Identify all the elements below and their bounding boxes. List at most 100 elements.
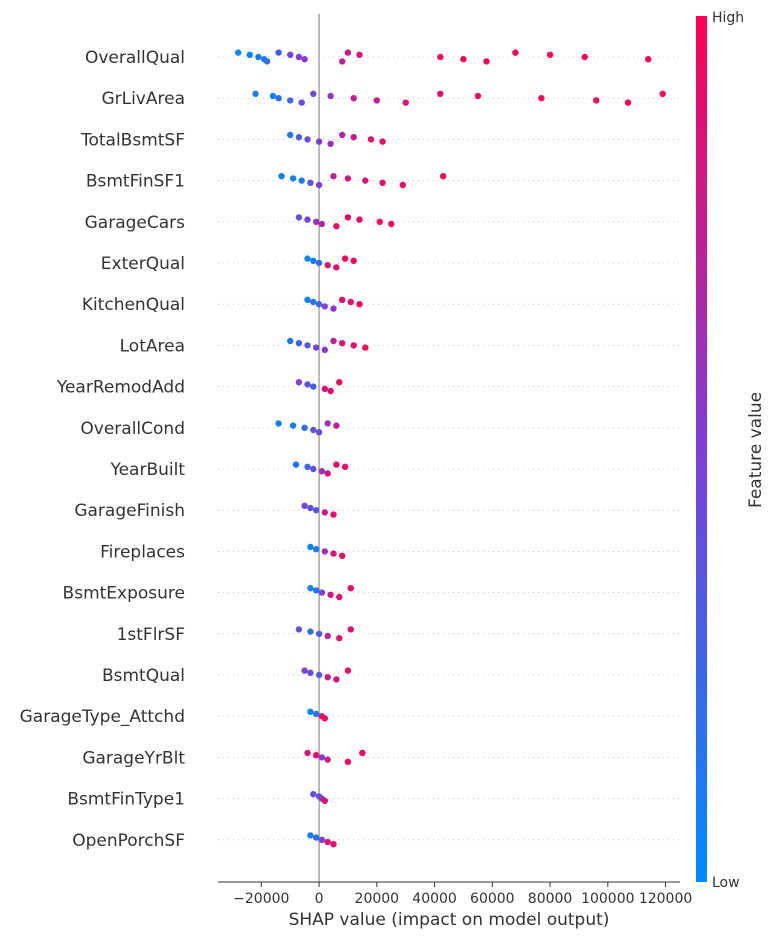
shap-point-grlivarea [624, 99, 632, 106]
shap-point-garagecars [356, 216, 363, 223]
shap-point-garageyrblt [324, 756, 331, 763]
shap-point-grlivarea [373, 97, 380, 104]
feature-label-grlivarea: GrLivArea [101, 89, 185, 109]
shap-point-bsmtfinsf1 [278, 173, 285, 180]
shap-point-bsmtqual [301, 667, 308, 674]
shap-point-overallcond [324, 420, 331, 427]
shap-point-kitchenqual [339, 296, 346, 303]
feature-label-fireplaces: Fireplaces [100, 542, 185, 562]
shap-point-bsmtexposure [318, 589, 326, 596]
shap-point-openporchsf [330, 841, 337, 848]
feature-label-bsmtqual: BsmtQual [102, 666, 185, 686]
shap-point-bsmtqual [315, 671, 323, 679]
shap-point-fireplaces [339, 552, 346, 559]
shap-point-bsmtexposure [347, 585, 354, 592]
shap-point-overallqual [275, 49, 282, 56]
feature-label-garageyrblt: GarageYrBlt [82, 748, 185, 768]
shap-point-yearremodadd [304, 381, 311, 388]
shap-point-totalbsmtsf [350, 134, 357, 141]
shap-point-bsmtfinsf1 [379, 179, 386, 186]
shap-point-grlivarea [350, 95, 357, 102]
shap-point-garagecars [304, 216, 311, 223]
feature-label-bsmtfinsf1: BsmtFinSF1 [86, 172, 185, 192]
shap-point-bsmtexposure [327, 591, 334, 598]
shap-point-totalbsmtsf [295, 134, 303, 141]
x-tick-label: 0 [315, 891, 324, 907]
shap-point-grlivarea [538, 95, 545, 102]
shap-point-garagecars [313, 218, 320, 225]
shap-point-overallqual [287, 51, 294, 58]
shap-point-overallqual [483, 58, 490, 65]
shap-point-overallqual [356, 51, 363, 58]
shap-point-bsmtfinsf1 [362, 177, 369, 184]
shap-point-overallcond [301, 424, 308, 431]
shap-point-garagefinish [301, 502, 308, 509]
shap-point-overallqual [645, 56, 652, 63]
feature-label-bsmtexposure: BsmtExposure [63, 584, 185, 604]
colorbar-high-label: High [712, 10, 744, 26]
shap-point-exterqual [315, 259, 323, 267]
feature-label-totalbsmtsf: TotalBsmtSF [80, 130, 185, 150]
shap-point-grlivarea [310, 90, 317, 98]
shap-point-garagefinish [330, 511, 337, 518]
feature-label-kitchenqual: KitchenQual [82, 295, 185, 315]
shap-point-overallqual [255, 53, 262, 61]
shap-point-yearbuilt [304, 463, 311, 470]
x-tick-label: −20000 [233, 891, 289, 907]
shap-point-exterqual [304, 255, 311, 262]
shap-point-kitchenqual [310, 298, 317, 306]
shap-point-overallqual [344, 49, 352, 56]
shap-point-bsmtfinsf1 [399, 181, 406, 189]
shap-point-grlivarea [269, 92, 277, 100]
shap-point-bsmtqual [333, 676, 340, 683]
shap-point-lotarea [362, 344, 369, 351]
shap-point-garagetype-attchd [307, 708, 314, 715]
shap-point-bsmtfinsf1 [330, 173, 337, 180]
shap-point-bsmtqual [324, 674, 331, 681]
shap-point-grlivarea [252, 90, 259, 98]
shap-point-overallqual [512, 49, 519, 56]
feature-label-yearbuilt: YearBuilt [109, 460, 185, 480]
shap-point-1stflrsf [347, 626, 354, 633]
shap-point-grlivarea [474, 92, 482, 100]
shap-point-totalbsmtsf [304, 136, 311, 143]
shap-point-1stflrsf [307, 628, 314, 635]
feature-label-lotarea: LotArea [120, 336, 185, 356]
shap-point-garageyrblt [318, 754, 326, 761]
shap-point-totalbsmtsf [287, 131, 294, 139]
shap-point-overallqual [339, 58, 346, 65]
shap-point-bsmtexposure [336, 593, 343, 601]
shap-point-exterqual [310, 257, 317, 264]
feature-label-1stflrsf: 1stFlrSF [117, 625, 185, 645]
shap-point-garagefinish [307, 504, 314, 512]
x-tick-label: 40000 [412, 891, 457, 907]
shap-point-yearremodadd [336, 379, 343, 386]
shap-point-garageyrblt [359, 749, 366, 757]
shap-point-fireplaces [330, 550, 337, 557]
shap-point-yearremodadd [295, 379, 303, 386]
shap-point-bsmtfinsf1 [307, 179, 314, 186]
shap-point-garagecars [344, 214, 352, 221]
shap-point-kitchenqual [321, 303, 328, 310]
feature-label-garagefinish: GarageFinish [74, 501, 185, 521]
shap-point-yearremodadd [310, 383, 317, 390]
x-tick-label: 100000 [581, 891, 634, 907]
shap-point-lotarea [330, 337, 337, 345]
shap-point-kitchenqual [304, 296, 311, 303]
shap-point-grlivarea [287, 97, 294, 104]
x-axis: −20000 0 20000 40000 60000 80000 100000 120000 [218, 881, 692, 907]
shap-point-bsmtexposure [307, 585, 314, 592]
shap-point-exterqual [341, 255, 349, 262]
shap-point-grlivarea [275, 95, 282, 102]
shap-point-totalbsmtsf [327, 140, 334, 147]
shap-point-overallqual [437, 53, 444, 61]
shap-point-bsmtfintype1 [310, 791, 317, 798]
shap-point-totalbsmtsf [367, 136, 375, 143]
shap-point-bsmtfinsf1 [440, 173, 447, 180]
shap-point-fireplaces [321, 548, 328, 555]
shap-point-1stflrsf [315, 630, 323, 637]
shap-point-garagetype-attchd [321, 715, 328, 722]
shap-point-totalbsmtsf [339, 131, 346, 139]
